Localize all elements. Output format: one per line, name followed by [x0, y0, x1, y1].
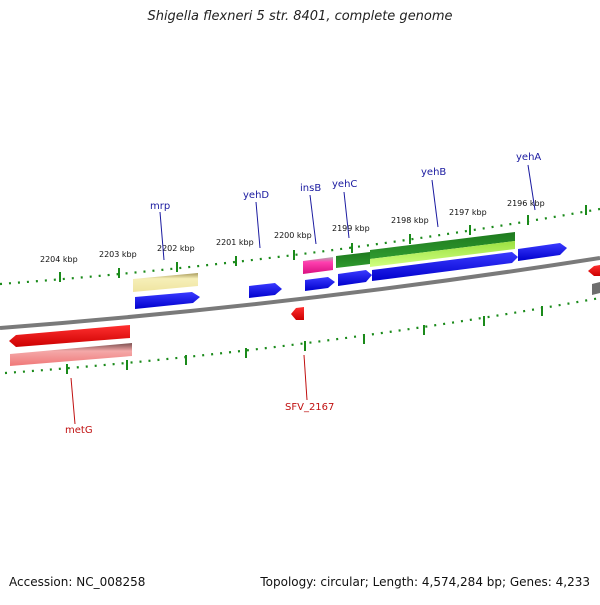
- mrp-pseudogene-feature[interactable]: [133, 273, 198, 292]
- scale-label: 2202 kbp: [157, 244, 195, 253]
- scale-labels: 2204 kbp 2203 kbp 2202 kbp 2201 kbp 2200…: [40, 199, 545, 264]
- reverse-gene-labels: metG SFV_2167: [65, 402, 334, 436]
- metG-pseudo-feature[interactable]: [10, 343, 132, 366]
- SFV_2167-gene-arrow[interactable]: [291, 307, 304, 320]
- gene-label-yehC[interactable]: yehC: [332, 179, 357, 190]
- yehC-feature[interactable]: [336, 252, 370, 268]
- scale-label: 2199 kbp: [332, 224, 370, 233]
- yehC-gene-arrow[interactable]: [338, 270, 372, 286]
- reverse-label-leaders: [70, 354, 308, 425]
- topology-text: Topology: circular; Length: 4,574,284 bp…: [260, 575, 590, 589]
- scale-label: 2197 kbp: [449, 208, 487, 217]
- map-title: Shigella flexneri 5 str. 8401, complete …: [147, 9, 453, 24]
- yehA-gene-arrow[interactable]: [518, 243, 567, 261]
- major-ticks-upper: [59, 205, 587, 282]
- mrp-gene-arrow[interactable]: [135, 292, 200, 309]
- scale-label: 2198 kbp: [391, 216, 429, 225]
- forward-gene-labels: mrp yehD insB yehC yehB yehA: [150, 152, 541, 212]
- scale-label: 2203 kbp: [99, 250, 137, 259]
- insB-gene-arrow[interactable]: [305, 277, 335, 291]
- scale-label: 2204 kbp: [40, 255, 78, 264]
- gene-label-mrp[interactable]: mrp: [150, 201, 170, 212]
- metG-gene-arrow[interactable]: [9, 325, 130, 347]
- major-ticks-lower: [66, 306, 543, 374]
- gene-label-yehD[interactable]: yehD: [243, 190, 269, 201]
- gene-label-yehB[interactable]: yehB: [421, 167, 446, 178]
- gene-label-metG[interactable]: metG: [65, 425, 93, 436]
- scale-label: 2196 kbp: [507, 199, 545, 208]
- genome-backbone: [0, 256, 600, 330]
- edge-gray-feature[interactable]: [592, 282, 600, 295]
- reverse-tick-ring: [4, 296, 600, 375]
- gene-label-SFV_2167[interactable]: SFV_2167: [285, 402, 334, 413]
- scale-label: 2200 kbp: [274, 231, 312, 240]
- gene-label-insB[interactable]: insB: [300, 183, 321, 194]
- scale-label: 2201 kbp: [216, 238, 254, 247]
- yehB-feature-dark[interactable]: [370, 232, 515, 259]
- yehD-gene-arrow[interactable]: [249, 283, 282, 298]
- yehB-gene-arrow[interactable]: [372, 252, 518, 281]
- accession-text: Accession: NC_008258: [9, 575, 146, 589]
- yehB-feature-light[interactable]: [370, 241, 515, 267]
- edge-red-feature[interactable]: [588, 265, 600, 276]
- gene-label-yehA[interactable]: yehA: [516, 152, 541, 163]
- insB-feature[interactable]: [303, 257, 333, 274]
- forward-label-leaders: [159, 164, 536, 261]
